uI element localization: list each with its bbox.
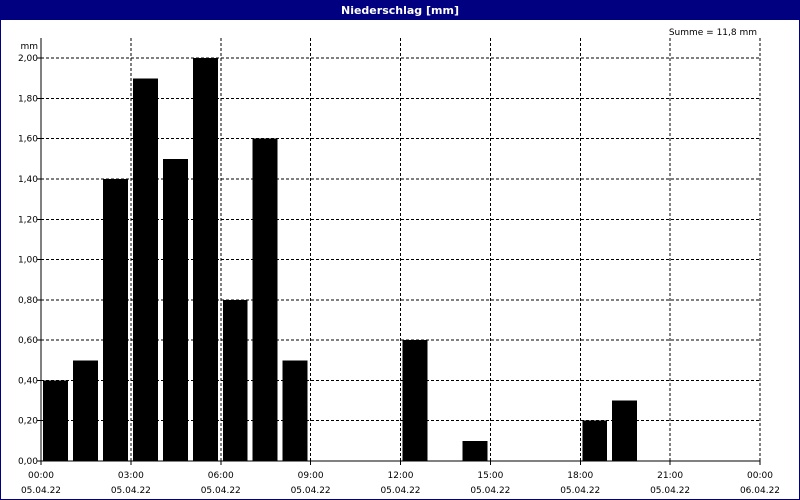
x-tick-time: 03:00 xyxy=(118,471,144,481)
y-tick-label: 0,80 xyxy=(18,296,38,306)
x-tick-time: 00:00 xyxy=(747,471,773,481)
y-tick-label: 1,60 xyxy=(18,135,38,145)
y-tick-label: 1,40 xyxy=(18,175,38,185)
y-tick-label: 1,80 xyxy=(18,94,38,104)
bar xyxy=(282,360,308,461)
y-tick-label: 1,20 xyxy=(18,215,38,225)
x-tick-date: 05.04.22 xyxy=(650,486,690,496)
x-tick-time: 12:00 xyxy=(388,471,414,481)
x-tick-date: 05.04.22 xyxy=(201,486,241,496)
y-tick-label: 0,20 xyxy=(18,417,38,427)
bar xyxy=(162,158,188,461)
y-axis-label: mm xyxy=(20,42,38,52)
bar xyxy=(402,340,428,461)
x-tick-time: 06:00 xyxy=(208,471,234,481)
x-tick-labels: 00:00 05.04.22 03:00 05.04.22 06:00 05.04.22 0… xyxy=(21,471,780,496)
bar xyxy=(612,400,638,461)
x-tick-time: 21:00 xyxy=(657,471,683,481)
sum-annotation: Summe = 11,8 mm xyxy=(669,28,757,38)
x-tick-time: 09:00 xyxy=(298,471,324,481)
bar xyxy=(462,440,488,461)
grid-lines xyxy=(41,38,761,461)
y-tick-label: 1,00 xyxy=(18,256,38,266)
y-tick-labels: 0,00 0,20 0,40 0,60 0,80 1,00 1,20 1,40 1,60 1,80… xyxy=(18,54,38,467)
bar xyxy=(252,138,278,461)
x-tick-date: 05.04.22 xyxy=(470,486,510,496)
bar xyxy=(43,380,68,461)
x-tick-date: 05.04.22 xyxy=(21,486,61,496)
y-tick-label: 0,00 xyxy=(18,457,38,467)
x-tick-date: 05.04.22 xyxy=(111,486,151,496)
x-tick-date: 05.04.22 xyxy=(560,486,600,496)
bar xyxy=(192,58,218,462)
x-tick-date: 05.04.22 xyxy=(380,486,420,496)
window-title: Niederschlag [mm] xyxy=(1,1,799,20)
bar xyxy=(72,360,98,461)
y-tick-label: 0,60 xyxy=(18,336,38,346)
x-tick-time: 18:00 xyxy=(567,471,593,481)
bar xyxy=(102,179,128,461)
x-tick-time: 00:00 xyxy=(28,471,54,481)
bar xyxy=(132,78,158,462)
x-tick-date: 05.04.22 xyxy=(291,486,331,496)
bars xyxy=(43,58,638,462)
y-tick-label: 0,40 xyxy=(18,376,38,386)
y-tick-label: 2,00 xyxy=(18,54,38,64)
bar xyxy=(582,420,608,461)
x-tick-time: 15:00 xyxy=(477,471,503,481)
axes xyxy=(37,38,761,465)
bar xyxy=(222,299,248,461)
x-tick-date: 06.04.22 xyxy=(740,486,780,496)
